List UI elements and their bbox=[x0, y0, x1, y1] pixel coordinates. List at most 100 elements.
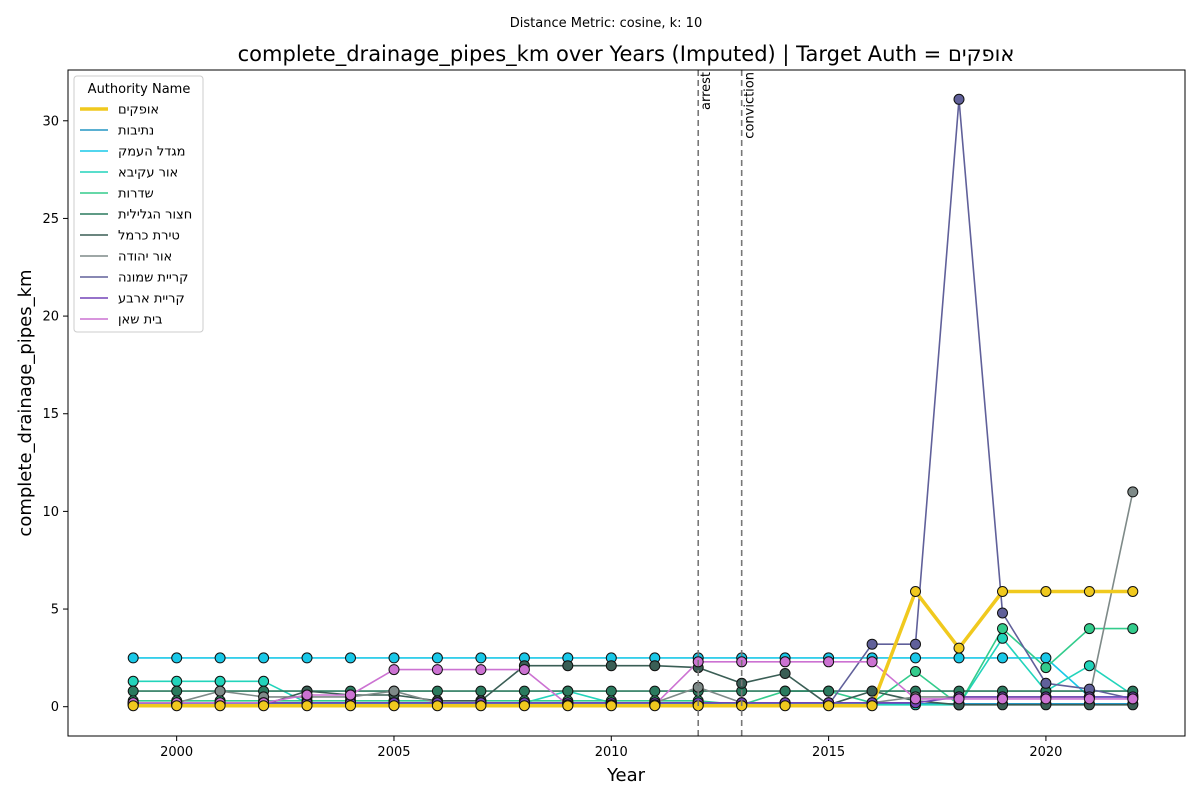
data-point bbox=[214, 675, 226, 687]
data-point bbox=[953, 652, 965, 664]
data-point bbox=[171, 652, 183, 664]
data-point bbox=[214, 652, 226, 664]
data-point bbox=[127, 675, 139, 687]
legend-label: קריית שמונה bbox=[118, 271, 188, 286]
data-point bbox=[388, 652, 400, 664]
data-point bbox=[910, 652, 921, 664]
data-point bbox=[258, 652, 270, 664]
x-axis-label: Year bbox=[606, 765, 646, 786]
data-point bbox=[605, 685, 617, 697]
data-point bbox=[214, 685, 226, 697]
data-point bbox=[1040, 677, 1052, 689]
legend-label: מגדל העמק bbox=[118, 145, 186, 160]
legend-label: קריית ארבע bbox=[118, 292, 185, 307]
y-tick-label: 30 bbox=[42, 114, 59, 129]
data-point bbox=[997, 607, 1008, 619]
data-point bbox=[866, 638, 878, 650]
legend-label: חצור הגלילית bbox=[118, 208, 192, 223]
series-line-0 bbox=[133, 589, 1133, 708]
chart-subtitle: Distance Metric: cosine, k: 10 bbox=[510, 16, 702, 31]
data-point bbox=[518, 700, 530, 712]
data-point bbox=[345, 652, 356, 664]
data-point bbox=[345, 689, 356, 701]
series-line-4 bbox=[133, 627, 1133, 706]
y-tick-label: 10 bbox=[42, 505, 59, 520]
data-point bbox=[823, 685, 835, 697]
data-point bbox=[171, 685, 183, 697]
data-point bbox=[301, 700, 313, 712]
event-label: arrest bbox=[699, 72, 714, 110]
data-point bbox=[431, 664, 443, 676]
data-point bbox=[431, 685, 443, 697]
plot-area: arrest conviction bbox=[127, 70, 1139, 736]
data-point bbox=[1127, 693, 1139, 705]
data-point bbox=[1083, 586, 1095, 597]
series-line-3 bbox=[133, 637, 1134, 706]
data-point bbox=[562, 700, 574, 712]
legend: Authority Name אופקים נתיבות מגדל העמק אור … bbox=[73, 75, 204, 333]
x-tick-label: 2015 bbox=[812, 745, 845, 760]
y-axis-label: complete_drainage_pipes_km bbox=[15, 269, 36, 536]
data-point bbox=[301, 689, 313, 701]
data-point bbox=[1127, 586, 1139, 597]
data-point bbox=[779, 668, 791, 679]
data-point bbox=[779, 656, 791, 668]
x-axis: 2000 2005 2010 2015 2020 bbox=[160, 736, 1062, 760]
data-point bbox=[779, 700, 791, 712]
data-point bbox=[1083, 660, 1095, 672]
data-point bbox=[475, 685, 487, 697]
data-point bbox=[518, 664, 530, 676]
series-line-6 bbox=[133, 664, 1133, 706]
legend-label: טירת כרמל bbox=[118, 229, 180, 244]
legend-label: בית שאן bbox=[118, 313, 163, 328]
legend-label: אופקים bbox=[118, 103, 159, 118]
data-point bbox=[866, 685, 878, 697]
chart-title: complete_drainage_pipes_km over Years (I… bbox=[238, 42, 1015, 67]
data-point bbox=[518, 685, 530, 697]
plot-frame bbox=[67, 69, 1186, 737]
data-point bbox=[431, 652, 443, 664]
data-point bbox=[910, 666, 921, 677]
data-point bbox=[127, 685, 139, 697]
series-line-9 bbox=[133, 696, 1133, 704]
data-point bbox=[388, 685, 400, 697]
data-point bbox=[649, 660, 661, 672]
data-point bbox=[1127, 623, 1139, 635]
data-point bbox=[127, 700, 139, 712]
data-point bbox=[171, 700, 183, 712]
data-point bbox=[475, 664, 487, 676]
data-point bbox=[258, 700, 270, 712]
data-point bbox=[1127, 486, 1139, 498]
legend-label: אור יהודה bbox=[118, 250, 172, 265]
data-point bbox=[605, 700, 617, 712]
data-point bbox=[475, 700, 487, 712]
data-point bbox=[997, 632, 1008, 644]
x-tick-label: 2020 bbox=[1029, 745, 1062, 760]
data-point bbox=[866, 656, 878, 668]
legend-frame bbox=[73, 75, 204, 333]
data-point bbox=[997, 586, 1008, 597]
legend-label: נתיבות bbox=[118, 124, 154, 139]
data-point bbox=[910, 638, 921, 650]
series-line-7 bbox=[133, 491, 1134, 704]
data-point bbox=[562, 685, 574, 697]
data-point bbox=[997, 623, 1008, 635]
data-point bbox=[1040, 662, 1052, 674]
y-tick-label: 5 bbox=[51, 603, 59, 618]
data-point bbox=[1040, 652, 1052, 664]
data-point bbox=[953, 642, 965, 654]
data-point bbox=[301, 652, 313, 664]
data-point bbox=[171, 675, 183, 687]
data-point bbox=[127, 652, 139, 664]
data-point bbox=[649, 685, 661, 697]
legend-label: אור עקיבא bbox=[118, 166, 178, 181]
data-point bbox=[1083, 623, 1095, 635]
data-point bbox=[953, 693, 965, 705]
data-point bbox=[1040, 693, 1052, 705]
y-axis: 0 5 10 15 20 25 30 bbox=[42, 114, 68, 715]
data-point bbox=[866, 700, 878, 712]
series-line-8 bbox=[133, 98, 1133, 706]
data-point bbox=[823, 656, 835, 668]
data-point bbox=[388, 664, 400, 676]
